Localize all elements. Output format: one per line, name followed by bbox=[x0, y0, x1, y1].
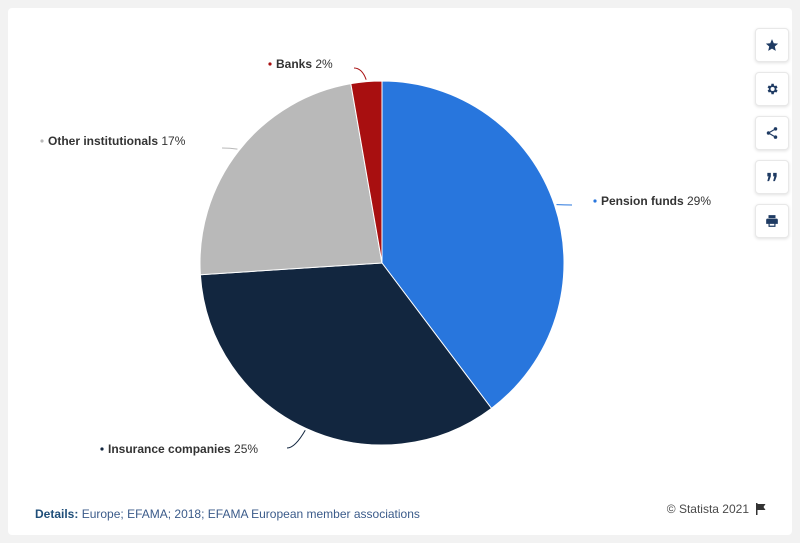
share-icon bbox=[766, 127, 778, 139]
slice-value: 25% bbox=[231, 442, 259, 456]
credit-text: © Statista 2021 bbox=[666, 502, 749, 516]
connector-other-institutionals bbox=[221, 147, 238, 150]
slice-name: Insurance companies bbox=[108, 442, 231, 456]
data-label-pension-funds: Pension funds 29% bbox=[601, 194, 711, 208]
details-text: Europe; EFAMA; 2018; EFAMA European memb… bbox=[81, 507, 420, 521]
favorite-button[interactable] bbox=[755, 28, 789, 62]
statista-credit[interactable]: © Statista 2021 bbox=[667, 502, 766, 516]
label-bullet-insurance-companies bbox=[100, 447, 104, 451]
print-icon bbox=[766, 215, 778, 227]
slice-value: 2% bbox=[312, 57, 333, 71]
star-icon bbox=[765, 39, 779, 51]
chart-toolbar bbox=[755, 28, 789, 248]
data-label-other-institutionals: Other institutionals 17% bbox=[48, 134, 186, 148]
pie-slice-banks[interactable] bbox=[350, 80, 383, 264]
quote-icon bbox=[767, 172, 777, 182]
pie-chart: Pension funds 29% Insurance companies 25%… bbox=[40, 57, 711, 456]
slice-value: 29% bbox=[684, 194, 712, 208]
pie-slice-insurance-companies[interactable] bbox=[199, 262, 493, 446]
pie-slice-pension-funds[interactable] bbox=[381, 80, 565, 410]
pie-slice-other-institutionals[interactable] bbox=[199, 83, 383, 276]
details-label: Details: bbox=[35, 507, 79, 521]
settings-button[interactable] bbox=[755, 72, 789, 106]
connector-insurance-companies bbox=[286, 429, 306, 449]
slice-value: 17% bbox=[158, 134, 186, 148]
label-bullet-pension-funds bbox=[593, 199, 597, 203]
connector-banks bbox=[353, 67, 367, 80]
data-label-banks: Banks 2% bbox=[276, 57, 333, 71]
chart-card: Pension funds 29% Insurance companies 25%… bbox=[8, 8, 792, 535]
label-bullet-banks bbox=[268, 62, 272, 66]
slice-name: Other institutionals bbox=[48, 134, 158, 148]
slice-name: Banks bbox=[276, 57, 312, 71]
share-button[interactable] bbox=[755, 116, 789, 150]
data-label-insurance-companies: Insurance companies 25% bbox=[108, 442, 258, 456]
cite-button[interactable] bbox=[755, 160, 789, 194]
gear-icon bbox=[767, 83, 778, 95]
flag-icon bbox=[756, 503, 766, 515]
label-bullet-other-institutionals bbox=[40, 139, 44, 143]
slice-name: Pension funds bbox=[601, 194, 684, 208]
chart-details: Details: Europe; EFAMA; 2018; EFAMA Euro… bbox=[35, 507, 420, 521]
print-button[interactable] bbox=[755, 204, 789, 238]
